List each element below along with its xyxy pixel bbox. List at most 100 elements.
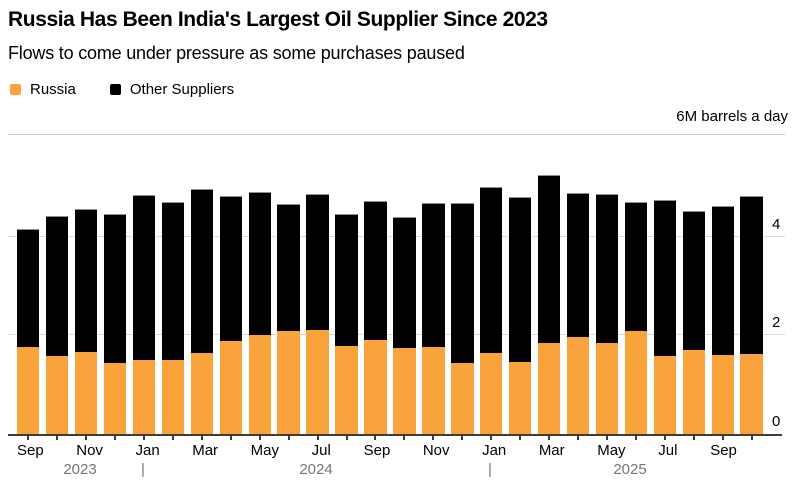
y-axis-label-4: 4 [772, 215, 781, 233]
bar-segment-other-jul-2024 [306, 193, 329, 331]
bar-segment-other-may-2024 [248, 192, 271, 336]
year-label-2024: 2024 [299, 461, 333, 478]
year-separator: | [141, 461, 145, 478]
bar-aug-2025 [682, 135, 705, 434]
bar-segment-russia-aug-2025 [682, 350, 705, 434]
bar-jan-2024 [132, 135, 156, 434]
year-label-2025: 2025 [613, 461, 647, 478]
x-axis-label: Jan [135, 442, 160, 459]
bar-segment-russia-feb-2025 [508, 361, 532, 434]
x-tick [258, 435, 261, 440]
bar-segment-other-dec-2024 [451, 202, 474, 363]
bar-segment-russia-apr-2024 [219, 341, 242, 434]
bar-jul-2025 [653, 135, 677, 434]
x-tick [432, 435, 435, 440]
bar-dec-2024 [451, 135, 474, 434]
bar-mar-2025 [537, 135, 561, 434]
x-tick [56, 435, 59, 440]
x-tick [605, 435, 608, 440]
bar-segment-other-apr-2024 [219, 196, 242, 342]
bar-segment-other-mar-2024 [190, 189, 214, 354]
bar-series [17, 135, 763, 434]
russia-swatch-icon [10, 84, 21, 95]
bar-segment-other-dec-2023 [103, 214, 127, 363]
x-tick [461, 435, 464, 440]
x-tick [634, 435, 637, 440]
x-tick [490, 435, 493, 440]
bar-jun-2024 [277, 135, 300, 434]
bar-segment-russia-apr-2025 [566, 337, 590, 434]
bar-segment-other-sep-2024 [364, 201, 387, 341]
legend-item-other-suppliers: Other Suppliers [109, 81, 235, 98]
legend-label-russia: Russia [30, 81, 76, 98]
x-axis-label: Jan [482, 442, 507, 459]
bar-segment-other-oct-2024 [393, 216, 416, 348]
bar-nov-2023 [74, 135, 98, 434]
x-axis-label: Nov [76, 442, 103, 459]
x-axis-label: Nov [422, 442, 450, 459]
bar-jul-2024 [306, 135, 329, 434]
bar-segment-russia-sep-2025 [711, 355, 734, 434]
bar-segment-russia-oct-2023 [45, 356, 69, 434]
legend: Russia Other Suppliers [10, 81, 234, 98]
bar-segment-other-apr-2025 [566, 193, 590, 338]
chart-container: Russia Has Been India's Largest Oil Supp… [8, 0, 798, 491]
bar-apr-2025 [566, 135, 590, 434]
bar-oct-2023 [45, 135, 69, 434]
bar-may-2024 [248, 135, 271, 434]
x-axis-label: May [597, 442, 626, 459]
x-tick [548, 435, 551, 440]
x-tick [403, 435, 406, 440]
bar-segment-other-feb-2024 [161, 201, 185, 361]
chart-title: Russia Has Been India's Largest Oil Supp… [8, 8, 548, 31]
x-tick [577, 435, 580, 440]
bar-segment-other-mar-2025 [537, 174, 561, 344]
bar-segment-other-sep-2025 [711, 205, 734, 356]
x-axis-label: Jul [311, 442, 331, 459]
bar-segment-russia-may-2025 [595, 343, 619, 434]
legend-label-other-suppliers: Other Suppliers [129, 81, 235, 98]
bar-segment-other-may-2025 [595, 193, 619, 344]
bar-segment-russia-sep-2024 [364, 340, 387, 434]
bar-mar-2024 [190, 135, 214, 434]
bar-segment-other-nov-2024 [422, 202, 445, 348]
legend-item-russia: Russia [10, 81, 76, 98]
x-axis-line [8, 434, 782, 436]
chart-subtitle: Flows to come under pressure as some pur… [8, 43, 465, 63]
y-axis-label-0: 0 [772, 413, 781, 430]
bar-segment-russia-feb-2024 [161, 360, 185, 434]
bar-nov-2024 [422, 135, 445, 434]
bar-feb-2024 [161, 135, 185, 434]
x-tick [750, 435, 753, 440]
bar-segment-russia-may-2024 [248, 335, 271, 434]
bar-segment-other-feb-2025 [508, 197, 532, 362]
bar-segment-russia-dec-2023 [103, 362, 127, 434]
bar-segment-russia-jun-2024 [277, 331, 300, 434]
x-tick [142, 435, 145, 440]
bar-segment-other-jun-2025 [624, 201, 648, 332]
x-axis-month-labels: Sep Nov Jan Mar May Jul Sep Nov Jan Mar May Jul Sep [17, 442, 763, 460]
bar-segment-russia-sep-2023 [17, 347, 40, 434]
bar-segment-russia-oct-2025 [740, 354, 763, 434]
x-axis-label: Sep [710, 442, 737, 459]
x-tick [316, 435, 319, 440]
bar-may-2025 [595, 135, 619, 434]
bar-segment-russia-mar-2024 [190, 353, 214, 434]
plot-area: 0 2 4 [8, 134, 785, 436]
bar-sep-2025 [711, 135, 734, 434]
year-separator: | [488, 461, 492, 478]
x-tick [229, 435, 232, 440]
x-tick [345, 435, 348, 440]
x-axis-year-labels: 2023 | 2024 | 2025 [8, 461, 785, 480]
bar-oct-2024 [393, 135, 416, 434]
bar-segment-other-sep-2023 [17, 228, 40, 348]
bar-aug-2024 [335, 135, 358, 434]
bar-segment-other-jul-2025 [653, 200, 677, 357]
x-tick [27, 435, 30, 440]
bar-segment-russia-nov-2023 [74, 352, 98, 434]
bar-segment-other-oct-2025 [740, 195, 763, 355]
bar-segment-russia-jul-2024 [306, 330, 329, 434]
bar-feb-2025 [508, 135, 532, 434]
x-axis-label: Mar [538, 442, 565, 459]
x-tick [519, 435, 522, 440]
